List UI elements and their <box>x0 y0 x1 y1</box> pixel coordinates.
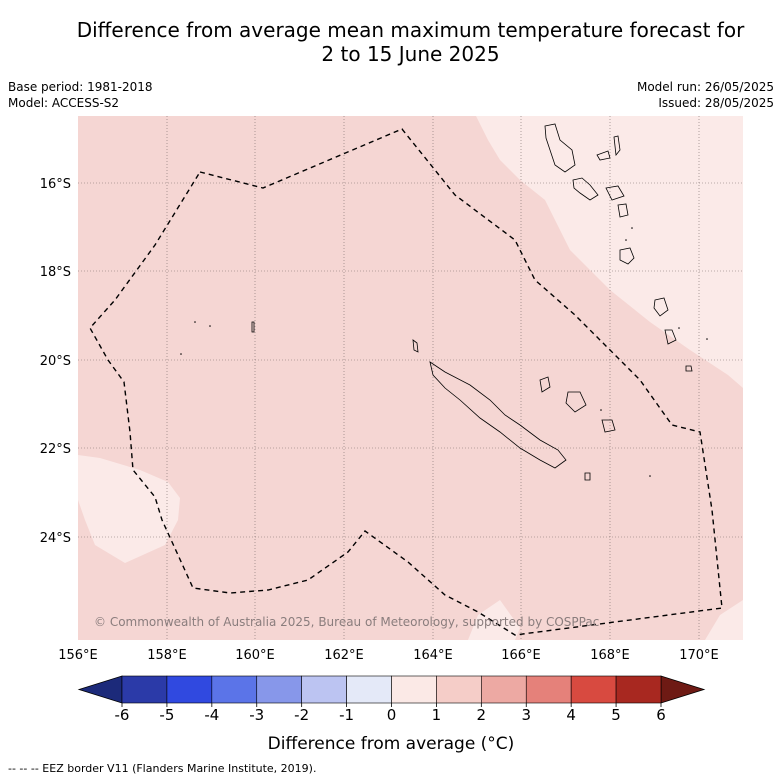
colorbar-segment <box>121 675 168 704</box>
lat-label-18s: 18°S <box>40 265 71 280</box>
isle-of-pines <box>584 472 591 481</box>
vanuatu-islet-3 <box>605 185 625 201</box>
aneityum-island <box>685 365 693 372</box>
lon-label-156e: 156°E <box>58 648 98 663</box>
lifou-island <box>565 391 587 413</box>
anomaly-field-0-1-se <box>705 600 743 640</box>
belep-islet <box>412 339 419 353</box>
eez-footnote: -- -- -- EEZ border V11 (Flanders Marine… <box>8 762 317 775</box>
lat-label-20s: 20°S <box>40 354 71 369</box>
lon-label-164e: 164°E <box>413 648 453 663</box>
colorbar-tick-label: 2 <box>477 706 487 724</box>
ouvea-island <box>539 376 551 393</box>
lat-label-22s: 22°S <box>40 442 71 457</box>
colorbar-segment <box>481 675 527 704</box>
colorbar-extend-low <box>77 675 123 704</box>
lon-label-162e: 162°E <box>324 648 364 663</box>
espiritu-santo-island <box>544 123 576 173</box>
lat-label-24s: 24°S <box>40 531 71 546</box>
issued-date: Issued: 28/05/2025 <box>658 96 774 110</box>
chart-title: Difference from average mean maximum tem… <box>0 18 781 66</box>
chesterfield-islet <box>251 321 255 333</box>
colorbar-tick-label: 3 <box>521 706 531 724</box>
title-line-1: Difference from average mean maximum tem… <box>76 18 745 42</box>
colorbar-segment <box>166 675 213 704</box>
colorbar-label: Difference from average (°C) <box>268 734 515 754</box>
colorbar-segment <box>615 675 662 704</box>
colorbar-tick-label: -5 <box>159 706 174 724</box>
colorbar-tick-label: 6 <box>656 706 666 724</box>
lon-label-168e: 168°E <box>590 648 630 663</box>
lat-label-16s: 16°S <box>40 177 71 192</box>
colorbar-segment <box>346 675 392 704</box>
latitude-axis: 16°S 18°S 20°S 22°S 24°S <box>40 177 71 546</box>
colorbar-tick-label: 0 <box>387 706 397 724</box>
vanuatu-islet-4 <box>617 203 629 218</box>
colorbar-tick-label: -1 <box>339 706 354 724</box>
copyright-text: © Commonwealth of Australia 2025, Bureau… <box>94 615 599 629</box>
colorbar-segment <box>211 675 258 704</box>
colorbar-tick-label: 4 <box>566 706 576 724</box>
anomaly-field-0-1-sw <box>78 455 180 563</box>
efate-island <box>619 247 635 265</box>
new-caledonia-island <box>429 361 567 469</box>
colorbar-segment <box>301 675 347 704</box>
tanna-island <box>664 329 677 345</box>
title-line-2: 2 to 15 June 2025 <box>321 42 500 66</box>
anomaly-field-0-1-ne <box>476 116 743 388</box>
colorbar-tick-label: 5 <box>611 706 621 724</box>
map-area: © Commonwealth of Australia 2025, Bureau… <box>78 116 743 640</box>
colorbar-tick-label: -6 <box>115 706 130 724</box>
lon-label-158e: 158°E <box>147 648 187 663</box>
colorbar-tick-label: -2 <box>294 706 309 724</box>
malakula-island <box>572 177 599 201</box>
vanuatu-islet-1 <box>596 150 611 161</box>
colorbar-tick-label: 1 <box>432 706 442 724</box>
gridlines <box>78 116 743 640</box>
lon-label-166e: 166°E <box>501 648 541 663</box>
meta-left: Base period: 1981-2018 Model: ACCESS-S2 <box>8 79 153 111</box>
meta-right: Model run: 26/05/2025 Issued: 28/05/2025 <box>637 79 774 111</box>
colorbar-segment <box>570 675 617 704</box>
colorbar-segment <box>391 675 437 704</box>
model-name: Model: ACCESS-S2 <box>8 96 120 110</box>
colorbar-tick-label: -3 <box>249 706 264 724</box>
coastlines <box>251 123 693 481</box>
lon-label-170e: 170°E <box>679 648 719 663</box>
erromango-island <box>653 297 669 317</box>
model-run: Model run: 26/05/2025 <box>636 80 774 94</box>
colorbar: -6 -5 -4 -3 -2 -1 0 1 2 3 4 5 6 <box>77 675 706 724</box>
eez-border <box>89 128 723 636</box>
longitude-axis: 156°E 158°E 160°E 162°E 164°E 166°E 168°… <box>58 648 719 663</box>
colorbar-segment <box>525 675 572 704</box>
colorbar-segment <box>256 675 302 704</box>
mare-island <box>601 419 616 433</box>
colorbar-segment <box>436 675 482 704</box>
small-islets <box>180 227 708 477</box>
base-period: Base period: 1981-2018 <box>8 80 153 94</box>
lon-label-160e: 160°E <box>235 648 275 663</box>
colorbar-extend-high <box>660 675 706 704</box>
colorbar-tick-label: -4 <box>204 706 219 724</box>
vanuatu-islet-2 <box>613 135 621 157</box>
